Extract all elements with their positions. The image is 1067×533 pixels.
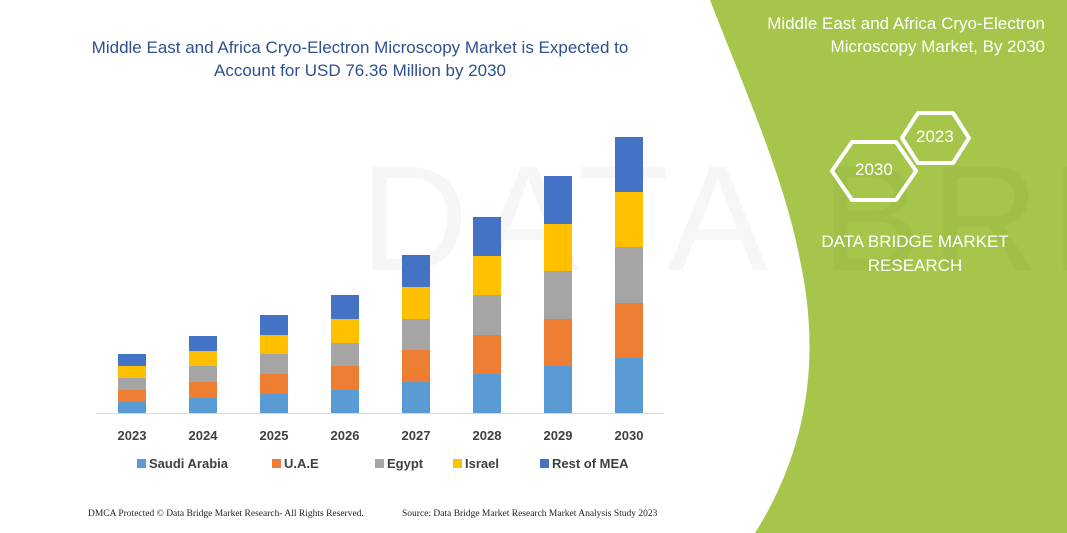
x-tick-label: 2023	[118, 428, 147, 443]
legend-swatch	[453, 459, 462, 468]
legend-swatch	[272, 459, 281, 468]
bar-u-a-e-2027	[402, 350, 430, 382]
bar-u-a-e-2024	[189, 382, 217, 398]
bar-saudi-arabia-2028	[473, 374, 501, 413]
hex-2030-icon	[830, 140, 918, 202]
side-panel-title: Middle East and Africa Cryo-Electron Mic…	[767, 14, 1045, 56]
bar-egypt-2025	[260, 354, 288, 374]
bar-u-a-e-2029	[544, 319, 572, 366]
bar-rest-of-mea-2025	[260, 315, 288, 335]
bar-israel-2029	[544, 224, 572, 271]
chart-title: Middle East and Africa Cryo-Electron Mic…	[91, 38, 629, 80]
bar-egypt-2027	[402, 319, 430, 350]
bar-egypt-2023	[118, 378, 146, 390]
bar-saudi-arabia-2024	[189, 398, 217, 413]
footer-copyright: DMCA Protected © Data Bridge Market Rese…	[88, 509, 364, 519]
x-tick-label: 2030	[615, 428, 644, 443]
bar-egypt-2026	[331, 343, 359, 366]
x-tick-label: 2027	[402, 428, 431, 443]
bar-u-a-e-2025	[260, 374, 288, 394]
bar-egypt-2024	[189, 366, 217, 382]
green-side-panel	[710, 0, 1067, 533]
x-tick-label: 2026	[331, 428, 360, 443]
bar-egypt-2030	[615, 247, 643, 303]
hex-label-2023: 2023	[916, 127, 954, 146]
legend-label: U.A.E	[284, 456, 319, 471]
bar-saudi-arabia-2027	[402, 382, 430, 413]
bar-egypt-2028	[473, 295, 501, 335]
legend-label: Israel	[465, 456, 499, 471]
x-tick-label: 2024	[189, 428, 219, 443]
legend-swatch	[137, 459, 146, 468]
x-tick-label: 2029	[544, 428, 573, 443]
legend-swatch	[375, 459, 384, 468]
x-tick-label: 2025	[260, 428, 289, 443]
bar-israel-2027	[402, 287, 430, 319]
legend-swatch	[540, 459, 549, 468]
bar-rest-of-mea-2024	[189, 336, 217, 351]
legend-label: Rest of MEA	[552, 456, 629, 471]
footer-source: Source: Data Bridge Market Research Mark…	[402, 509, 658, 519]
hex-label-2030: 2030	[855, 160, 893, 179]
bar-egypt-2029	[544, 271, 572, 319]
legend-label: Saudi Arabia	[149, 456, 229, 471]
x-tick-label: 2028	[473, 428, 502, 443]
bar-saudi-arabia-2029	[544, 366, 572, 413]
bar-israel-2023	[118, 366, 146, 378]
bar-israel-2026	[331, 319, 359, 343]
bar-saudi-arabia-2023	[118, 402, 146, 413]
bar-rest-of-mea-2030	[615, 137, 643, 192]
bar-israel-2024	[189, 351, 217, 366]
bar-rest-of-mea-2028	[473, 217, 501, 256]
bar-israel-2025	[260, 335, 288, 354]
bar-saudi-arabia-2025	[260, 394, 288, 413]
bar-saudi-arabia-2026	[331, 390, 359, 413]
bar-rest-of-mea-2027	[402, 255, 430, 287]
bar-u-a-e-2030	[615, 303, 643, 358]
bar-saudi-arabia-2030	[615, 358, 643, 413]
bar-israel-2028	[473, 256, 501, 295]
bar-israel-2030	[615, 192, 643, 247]
brand-name: DATA BRIDGE MARKET RESEARCH	[821, 232, 1009, 275]
bar-rest-of-mea-2026	[331, 295, 359, 319]
stacked-bar-chart: 2023 2024 2025 2026 2027 2028 2029 2030 Saudi Ar…	[96, 137, 664, 471]
bar-rest-of-mea-2029	[544, 176, 572, 224]
bar-rest-of-mea-2023	[118, 354, 146, 366]
bar-u-a-e-2026	[331, 366, 359, 390]
bar-u-a-e-2023	[118, 390, 146, 402]
bar-u-a-e-2028	[473, 335, 501, 374]
hex-2023-icon	[900, 111, 971, 165]
legend-label: Egypt	[387, 456, 424, 471]
